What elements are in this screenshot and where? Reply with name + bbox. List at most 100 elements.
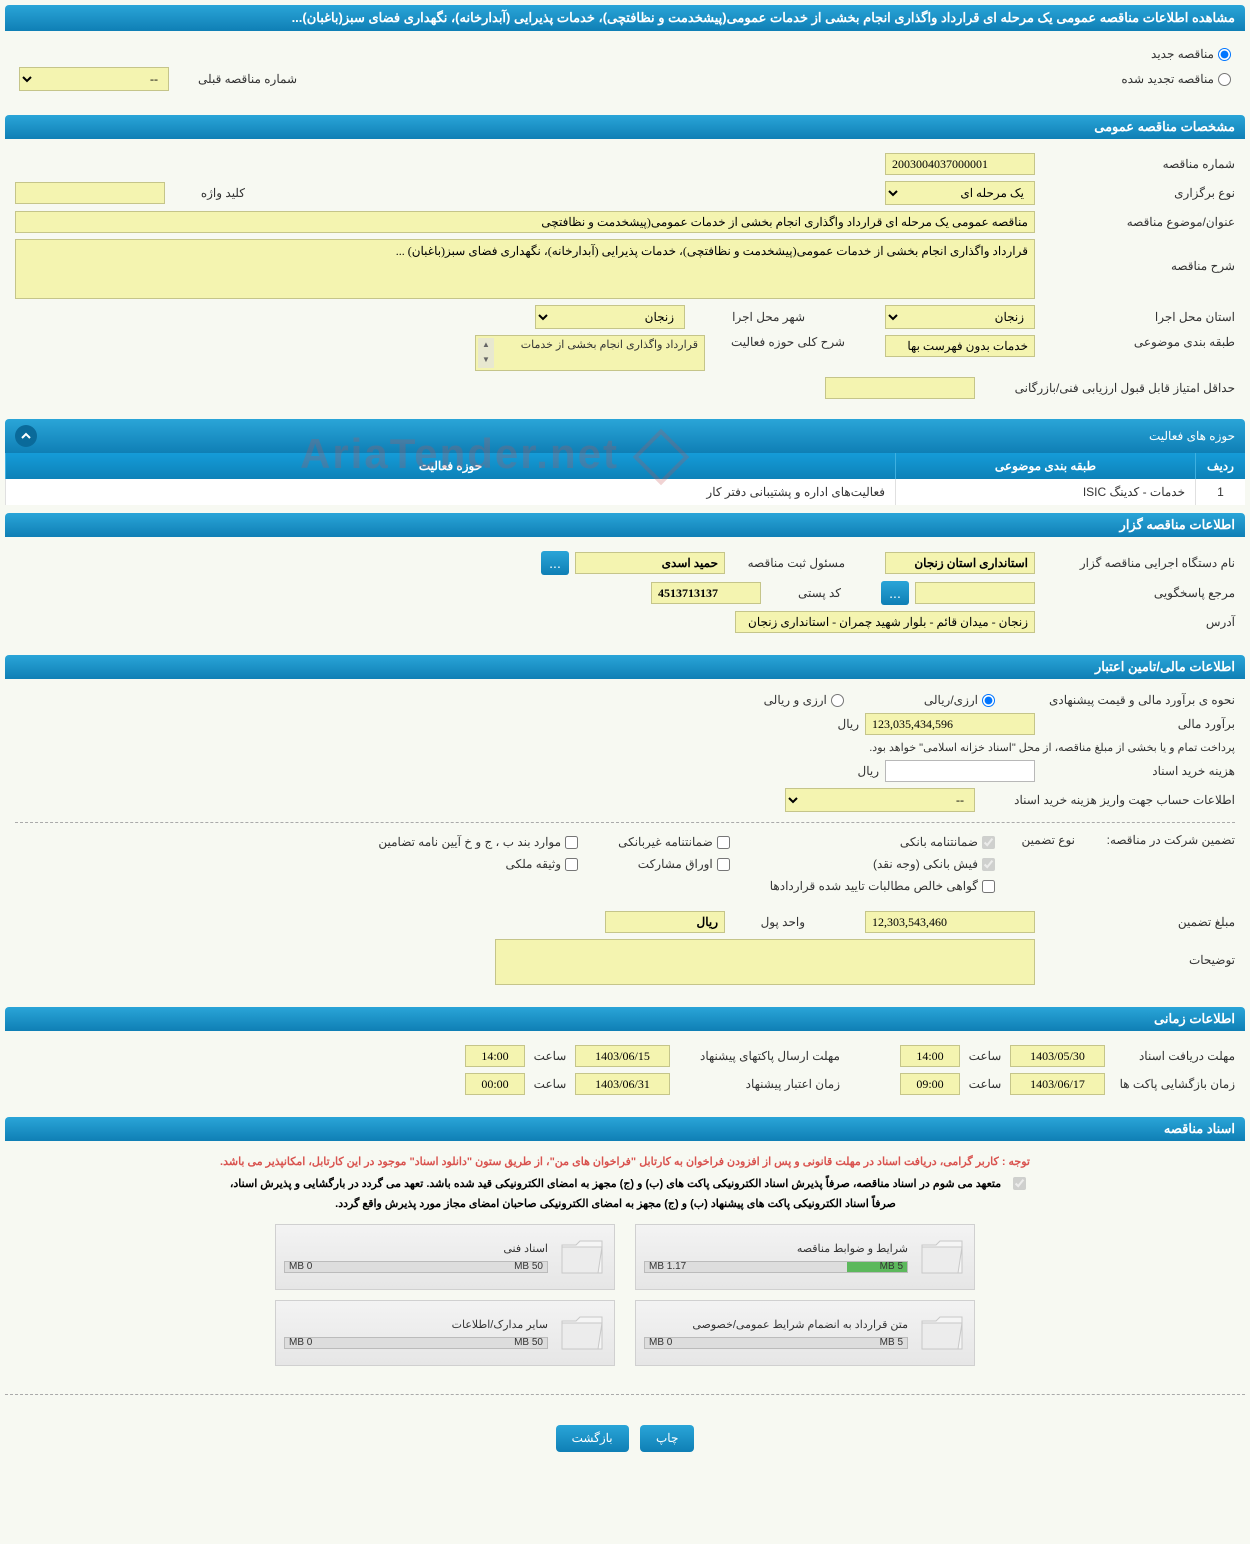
doc-title: سایر مدارک/اطلاعات	[284, 1318, 548, 1331]
envelope-open-time	[900, 1073, 960, 1095]
prev-tender-select[interactable]: --	[19, 67, 169, 91]
postal-label: کد پستی	[761, 586, 841, 600]
radio-both[interactable]	[831, 694, 844, 707]
col-cat-header: طبقه بندی موضوعی	[895, 453, 1195, 479]
collapse-button[interactable]	[15, 425, 37, 447]
city-select[interactable]: زنجان	[535, 305, 685, 329]
validity-date	[575, 1073, 670, 1095]
keyword-field[interactable]	[15, 182, 165, 204]
tender-no-label: شماره مناقصه	[1035, 157, 1235, 171]
chk-property[interactable]	[565, 858, 578, 871]
folder-icon	[918, 1233, 966, 1281]
guarantee-type-label: نوع تضمین	[995, 833, 1075, 847]
general-section: شماره مناقصه نوع برگزاری یک مرحله ای کلی…	[5, 139, 1245, 413]
radio-both-label: ارزی و ریالی	[764, 693, 827, 707]
chk-net-claims-label: گواهی خالص مطالبات تایید شده قراردادها	[770, 879, 978, 893]
time-label-1: ساعت	[960, 1049, 1010, 1063]
subject-label: عنوان/موضوع مناقصه	[1035, 215, 1235, 229]
chk-securities-label: اوراق مشارکت	[638, 857, 713, 871]
section-header-general: مشخصات مناقصه عمومی	[5, 115, 1245, 139]
keyword-label: کلید واژه	[165, 186, 245, 200]
print-button[interactable]: چاپ	[640, 1425, 694, 1452]
notice-red: توجه : کاربر گرامی، دریافت اسناد در مهلت…	[15, 1149, 1235, 1174]
doc-row-1: شرایط و ضوابط مناقصه 5 MB 1.17 MB اسناد …	[15, 1224, 1235, 1290]
envelope-open-label: زمان بازگشایی پاکت ها	[1105, 1077, 1235, 1091]
doc-box-other[interactable]: سایر مدارک/اطلاعات 50 MB 0 MB	[275, 1300, 615, 1366]
divider	[15, 822, 1235, 823]
chk-nonbank-guarantee[interactable]	[717, 836, 730, 849]
folder-icon	[918, 1309, 966, 1357]
col-idx-header: ردیف	[1195, 453, 1245, 479]
activity-desc-scrollbar[interactable]: ▲ ▼	[478, 338, 494, 368]
desc-field[interactable]	[15, 239, 1035, 299]
chk-securities[interactable]	[717, 858, 730, 871]
chk-appendix-label: موارد بند ب ، ج و خ آیین نامه تضامین	[378, 835, 561, 849]
doc-box-contract[interactable]: متن قرارداد به انضمام شرایط عمومی/خصوصی …	[635, 1300, 975, 1366]
class-label: طبقه بندی موضوعی	[1035, 335, 1235, 349]
doc-bar: 5 MB 1.17 MB	[644, 1261, 908, 1273]
address-field	[735, 611, 1035, 633]
cell-idx: 1	[1195, 479, 1245, 505]
chevron-up-icon	[20, 430, 32, 442]
chk-commitment	[1013, 1177, 1026, 1190]
doc-box-conditions[interactable]: شرایط و ضوابط مناقصه 5 MB 1.17 MB	[635, 1224, 975, 1290]
section-header-general-text: مشخصات مناقصه عمومی	[1094, 119, 1235, 134]
money-unit-label: واحد پول	[725, 915, 805, 929]
chk-appendix[interactable]	[565, 836, 578, 849]
chevron-down-icon: ▼	[478, 353, 494, 368]
acct-info-select[interactable]: --	[785, 788, 975, 812]
address-label: آدرس	[1035, 615, 1235, 629]
doc-total: 50 MB	[514, 1337, 543, 1348]
province-select[interactable]: زنجان	[885, 305, 1035, 329]
activity-desc-box[interactable]: قرارداد واگذاری انجام بخشی از خدمات ▲ ▼	[475, 335, 705, 371]
section-header-organizer: اطلاعات مناقصه گزار	[5, 513, 1245, 537]
remarks-field[interactable]	[495, 939, 1035, 985]
chk-bank-guarantee	[982, 836, 995, 849]
chevron-up-icon: ▲	[478, 338, 494, 353]
back-button[interactable]: بازگشت	[556, 1425, 629, 1452]
doc-box-technical[interactable]: اسناد فنی 50 MB 0 MB	[275, 1224, 615, 1290]
chk-bank-receipt-label: فیش بانکی (وجه نقد)	[873, 857, 978, 871]
responsible-more-button[interactable]: ...	[541, 551, 569, 575]
min-score-field[interactable]	[825, 377, 975, 399]
proposal-send-time	[465, 1045, 525, 1067]
org-label: نام دستگاه اجرایی مناقصه گزار	[1035, 556, 1235, 570]
chk-net-claims[interactable]	[982, 880, 995, 893]
radio-new-tender-label: مناقصه جدید	[1151, 47, 1214, 61]
guarantee-amount-label: مبلغ تضمین	[1035, 915, 1235, 929]
proposal-send-date	[575, 1045, 670, 1067]
section-header-timing: اطلاعات زمانی	[5, 1007, 1245, 1031]
page-title-bar: مشاهده اطلاعات مناقصه عمومی یک مرحله ای …	[5, 5, 1245, 31]
type-select[interactable]: یک مرحله ای	[885, 181, 1035, 205]
subject-field[interactable]	[15, 211, 1035, 233]
response-ref-more-button[interactable]: ...	[881, 581, 909, 605]
folder-icon	[558, 1309, 606, 1357]
section-header-timing-text: اطلاعات زمانی	[1154, 1011, 1235, 1026]
doc-used: 1.17 MB	[649, 1261, 686, 1272]
chk-bank-guarantee-label: ضمانتنامه بانکی	[900, 835, 978, 849]
activity-desc-text: قرارداد واگذاری انجام بخشی از خدمات	[476, 336, 704, 354]
organizer-section: نام دستگاه اجرایی مناقصه گزار مسئول ثبت …	[5, 537, 1245, 647]
radio-renewed-tender[interactable]	[1218, 73, 1231, 86]
min-score-label: حداقل امتیاز قابل قبول ارزیابی فنی/بازرگ…	[975, 381, 1235, 395]
estimate-field	[865, 713, 1035, 735]
radio-rial[interactable]	[982, 694, 995, 707]
doc-cost-field[interactable]	[885, 760, 1035, 782]
col-area-header: حوزه فعالیت	[5, 453, 895, 479]
org-field	[885, 552, 1035, 574]
footer-buttons: چاپ بازگشت	[5, 1405, 1245, 1472]
tender-no-field	[885, 153, 1035, 175]
response-ref-label: مرجع پاسخگویی	[1035, 586, 1235, 600]
doc-title: شرایط و ضوابط مناقصه	[644, 1242, 908, 1255]
prev-tender-label: شماره مناقصه قبلی	[177, 72, 297, 86]
response-ref-field[interactable]	[915, 582, 1035, 604]
radio-new-tender[interactable]	[1218, 48, 1231, 61]
notice-blk-1: متعهد می شوم در اسناد مناقصه، صرفاً پذیر…	[224, 1174, 1007, 1194]
doc-bar: 5 MB 0 MB	[644, 1337, 908, 1349]
treasury-note: پرداخت تمام و یا بخشی از مبلغ مناقصه، از…	[869, 741, 1235, 754]
financial-section: نحوه ی برآورد مالی و قیمت پیشنهادی ارزی/…	[5, 679, 1245, 999]
activity-table-head-row: ردیف طبقه بندی موضوعی حوزه فعالیت	[5, 453, 1245, 479]
money-unit-field	[605, 911, 725, 933]
validity-time	[465, 1073, 525, 1095]
section-header-documents: اسناد مناقصه	[5, 1117, 1245, 1141]
